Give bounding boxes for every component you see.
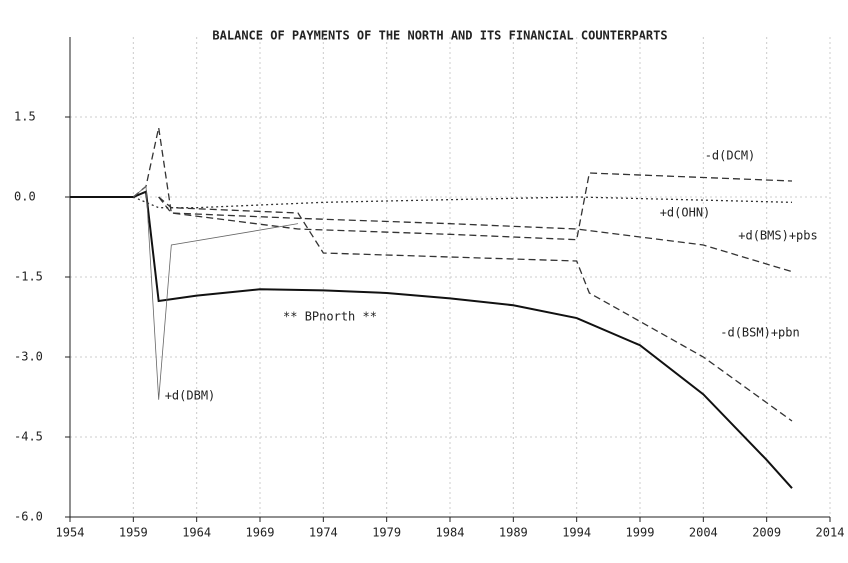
x-tick-label: 1954 bbox=[56, 526, 85, 540]
series-line bbox=[70, 190, 793, 489]
series-label: -d(DCM) bbox=[705, 149, 756, 163]
series-label: ** BPnorth ** bbox=[283, 310, 377, 324]
series-line bbox=[158, 196, 793, 422]
y-tick-label: -1.5 bbox=[14, 270, 43, 284]
series-label: -d(BSM)+pbn bbox=[720, 326, 799, 340]
series-line bbox=[133, 185, 299, 400]
x-tick-label: 1979 bbox=[372, 526, 401, 540]
x-tick-label: 2014 bbox=[816, 526, 845, 540]
x-tick-label: 1969 bbox=[246, 526, 275, 540]
y-tick-label: -6.0 bbox=[14, 510, 43, 524]
x-tick-label: 1964 bbox=[182, 526, 211, 540]
series-line bbox=[132, 127, 793, 241]
y-tick-label: -3.0 bbox=[14, 350, 43, 364]
series-line bbox=[158, 196, 793, 273]
x-tick-label: 2009 bbox=[752, 526, 781, 540]
y-tick-label: -4.5 bbox=[14, 430, 43, 444]
x-tick-label: 1989 bbox=[499, 526, 528, 540]
series-label: +d(OHN) bbox=[660, 206, 711, 220]
x-tick-label: 1994 bbox=[562, 526, 591, 540]
y-tick-label: 1.5 bbox=[14, 110, 36, 124]
x-tick-label: 1984 bbox=[436, 526, 465, 540]
x-tick-label: 1999 bbox=[626, 526, 655, 540]
x-tick-label: 1959 bbox=[119, 526, 148, 540]
y-tick-label: 0.0 bbox=[14, 190, 36, 204]
chart-title: BALANCE OF PAYMENTS OF THE NORTH AND ITS… bbox=[212, 29, 667, 43]
series-line bbox=[133, 196, 793, 209]
x-tick-label: 1974 bbox=[309, 526, 338, 540]
series-label: +d(DBM) bbox=[165, 389, 216, 403]
x-tick-label: 2004 bbox=[689, 526, 718, 540]
series-label: +d(BMS)+pbs bbox=[738, 229, 817, 243]
